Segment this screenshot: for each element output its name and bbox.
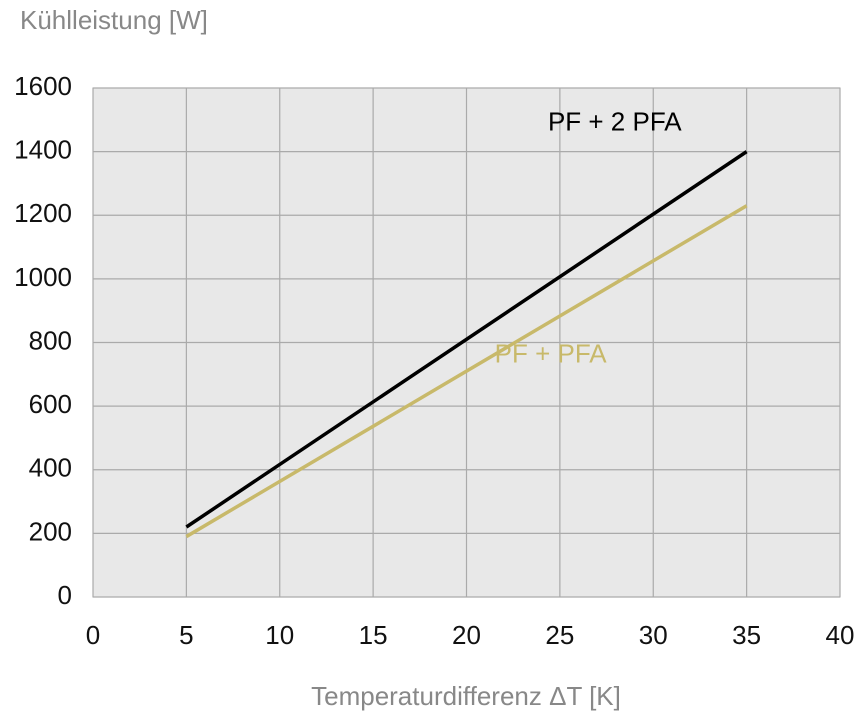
x-tick-label: 10	[265, 620, 294, 650]
x-tick-label: 15	[359, 620, 388, 650]
x-tick-label: 0	[86, 620, 100, 650]
series-line	[185, 150, 748, 529]
y-tick-label: 0	[58, 580, 72, 610]
y-axis-title: Kühlleistung [W]	[20, 5, 208, 35]
y-tick-label: 600	[29, 389, 72, 419]
y-tick-label: 400	[29, 453, 72, 483]
y-tick-label: 1400	[14, 135, 72, 165]
y-tick-label: 1600	[14, 71, 72, 101]
y-tick-label: 1200	[14, 198, 72, 228]
x-tick-label: 25	[545, 620, 574, 650]
x-axis-title: Temperaturdifferenz ΔT [K]	[311, 681, 621, 711]
y-tick-label: 800	[29, 325, 72, 355]
series-label: PF + PFA	[495, 339, 608, 369]
series-line	[185, 204, 748, 539]
x-tick-label: 5	[179, 620, 193, 650]
y-tick-label: 1000	[14, 262, 72, 292]
x-tick-label: 35	[732, 620, 761, 650]
x-tick-label: 40	[826, 620, 855, 650]
series-label: PF + 2 PFA	[548, 107, 682, 137]
x-tick-label: 20	[452, 620, 481, 650]
x-tick-label: 30	[639, 620, 668, 650]
y-tick-label: 200	[29, 516, 72, 546]
